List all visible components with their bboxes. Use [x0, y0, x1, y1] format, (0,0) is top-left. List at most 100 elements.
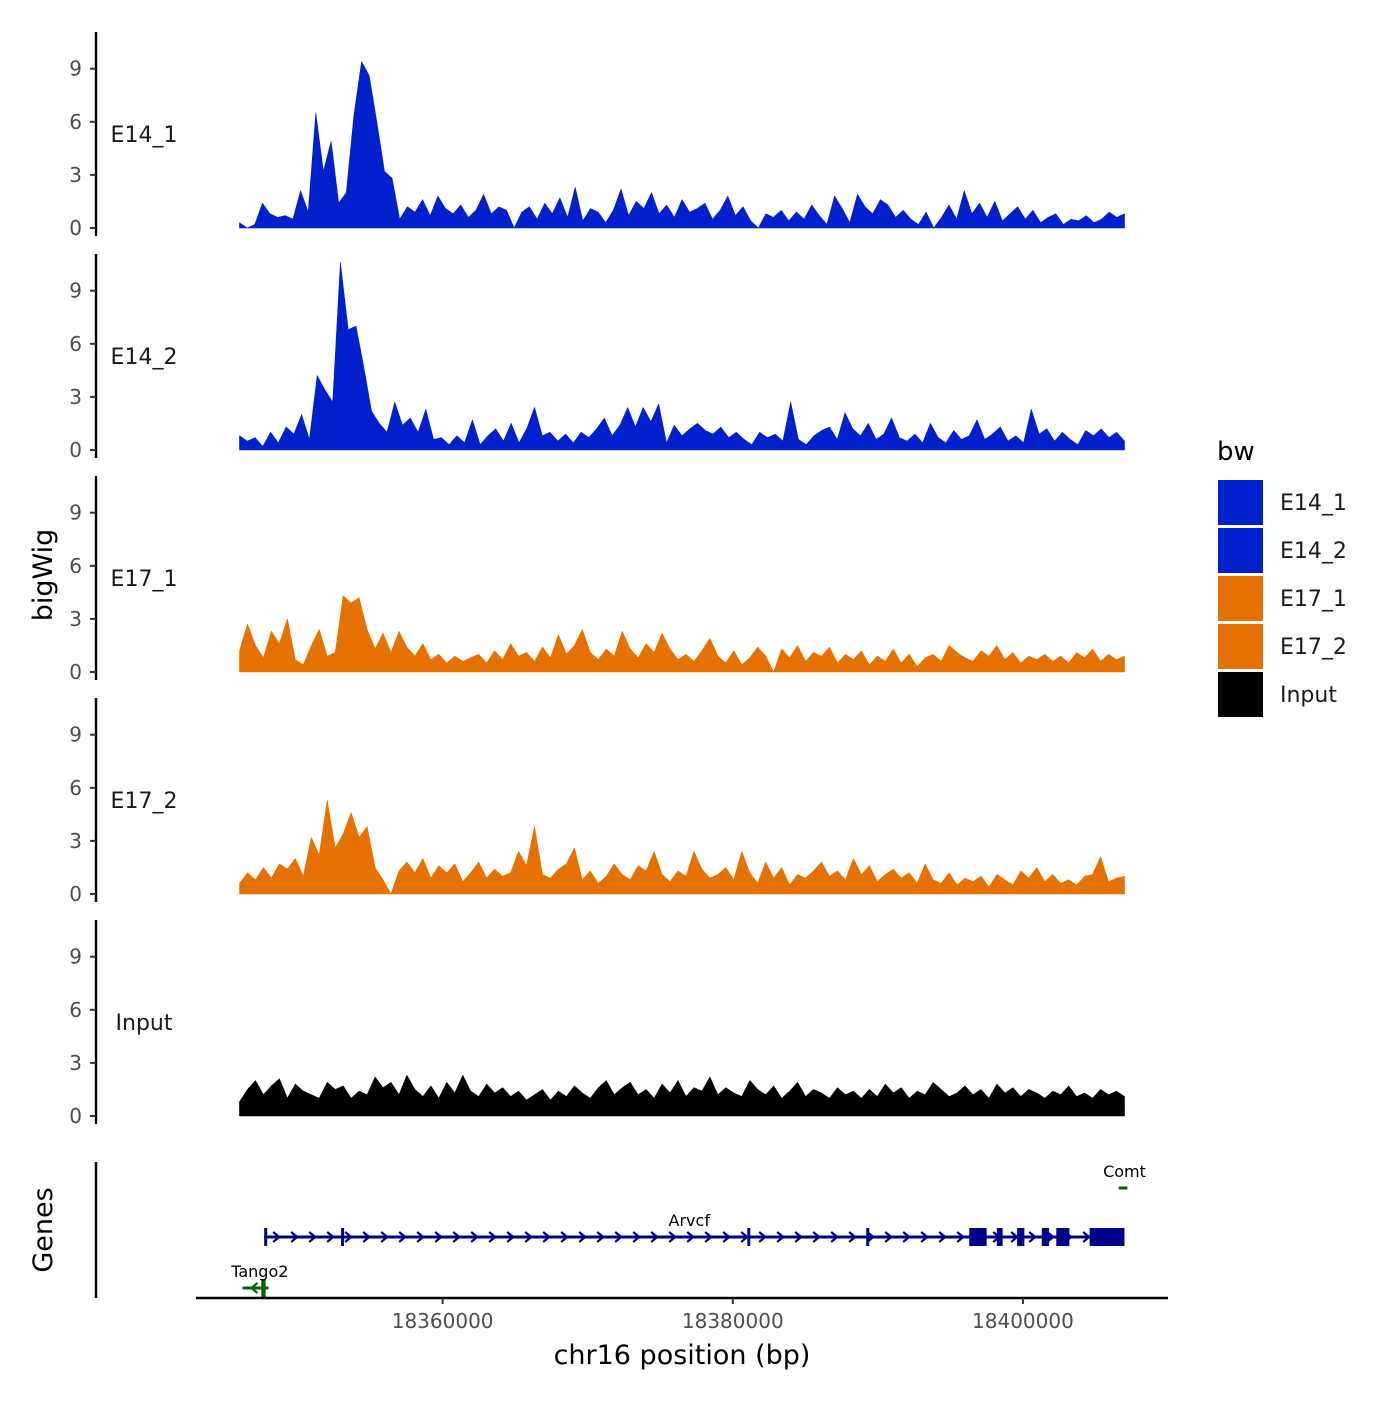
track-e17-1: 0 3 6 9 E17_1: [69, 476, 1125, 684]
strand-chevron: [434, 1231, 443, 1243]
strand-chevron: [902, 1231, 911, 1243]
legend-swatch: [1218, 528, 1263, 573]
x-axis-title: chr16 position (bp): [554, 1340, 811, 1371]
y-tick-label: 9: [69, 945, 82, 969]
gene-track: Arvcf Tango2 Comt: [94, 1162, 1146, 1298]
y-tick-label: 3: [69, 607, 82, 631]
strand-chevron: [398, 1231, 407, 1243]
strand-chevron: [416, 1231, 425, 1243]
gene-comt: Comt: [1103, 1162, 1146, 1190]
legend: bw E14_1 E14_2 E17_1 E17_2 Input: [1217, 437, 1347, 717]
legend-label: E14_1: [1280, 491, 1347, 516]
exon-block: [264, 1228, 268, 1246]
track-label: E14_1: [111, 123, 178, 148]
y-tick-label: 0: [69, 660, 82, 684]
y-tick-label: 3: [69, 829, 82, 853]
x-tick-label: 18360000: [392, 1309, 494, 1333]
strand-chevron: [812, 1231, 821, 1243]
y-tick-label: 0: [69, 882, 82, 906]
track-e14-1: 0 3 6 9 E14_1: [69, 32, 1125, 240]
x-tick-label: 18380000: [682, 1309, 784, 1333]
strand-chevron: [272, 1231, 281, 1243]
y-tick-label: 6: [69, 554, 82, 578]
strand-chevron: [884, 1231, 893, 1243]
strand-chevron: [776, 1231, 785, 1243]
strand-chevron: [470, 1231, 479, 1243]
track-e17-2: 0 3 6 9 E17_2: [69, 698, 1125, 906]
exon-block: [996, 1228, 1003, 1246]
legend-swatch: [1218, 480, 1263, 525]
track-label: E17_2: [111, 789, 178, 814]
y-tick-label: 0: [69, 438, 82, 462]
strand-chevron: [326, 1231, 335, 1243]
y-axis-title: bigWig: [28, 529, 59, 622]
y-tick-label: 9: [69, 501, 82, 525]
strand-chevron: [740, 1231, 749, 1243]
x-tick-label: 18400000: [972, 1309, 1074, 1333]
strand-chevron: [578, 1231, 587, 1243]
strand-chevron: [1028, 1231, 1037, 1243]
legend-label: Input: [1280, 683, 1337, 708]
strand-chevron: [560, 1231, 569, 1243]
strand-chevron: [596, 1231, 605, 1243]
strand-chevron: [686, 1231, 695, 1243]
coverage-area-e17-2: [239, 799, 1125, 895]
strand-chevron: [830, 1231, 839, 1243]
track-label: E14_2: [111, 345, 178, 370]
exon-block: [261, 1279, 266, 1297]
strand-chevron: [362, 1231, 371, 1243]
y-tick-label: 0: [69, 1104, 82, 1128]
y-tick-label: 6: [69, 776, 82, 800]
gene-label: Arvcf: [669, 1211, 711, 1230]
y-tick-label: 9: [69, 723, 82, 747]
legend-label: E14_2: [1280, 539, 1347, 564]
strand-chevron: [308, 1231, 317, 1243]
exon-block: [341, 1228, 345, 1246]
strand-chevron: [452, 1231, 461, 1243]
strand-chevron: [380, 1231, 389, 1243]
strand-chevron: [488, 1231, 497, 1243]
coverage-tracks: 0 3 6 9 E14_1 0 3 6 9 E14_2 0 3 6 9 E17_1 0 3 6 9 E17_2 0 3 6 9…: [69, 32, 1125, 1128]
track-e14-2: 0 3 6 9 E14_2: [69, 254, 1125, 462]
exon-block: [866, 1228, 870, 1246]
legend-item-input: Input: [1218, 672, 1337, 717]
exon-block: [1089, 1228, 1125, 1246]
gene-label: Comt: [1103, 1162, 1146, 1181]
exon-block: [969, 1228, 987, 1246]
strand-chevron: [524, 1231, 533, 1243]
strand-chevron: [614, 1231, 623, 1243]
gene-tango2: Tango2: [230, 1262, 288, 1297]
track-label: E17_1: [111, 567, 178, 592]
strand-chevron: [938, 1231, 947, 1243]
track-input: 0 3 6 9 Input: [69, 920, 1125, 1128]
legend-item-e14-1: E14_1: [1218, 480, 1347, 525]
legend-item-e17-2: E17_2: [1218, 624, 1347, 669]
strand-chevron: [249, 1282, 259, 1294]
exon-block: [747, 1228, 751, 1246]
y-tick-label: 6: [69, 332, 82, 356]
gene-label: Tango2: [230, 1262, 288, 1281]
y-tick-label: 3: [69, 385, 82, 409]
strand-chevron: [956, 1231, 965, 1243]
coverage-area-e14-2: [239, 262, 1125, 451]
legend-swatch: [1218, 624, 1263, 669]
strand-chevron: [632, 1231, 641, 1243]
strand-chevron: [1082, 1231, 1091, 1243]
legend-swatch: [1218, 672, 1263, 717]
y-tick-label: 3: [69, 163, 82, 187]
exon-block: [1056, 1228, 1070, 1246]
x-axis: 18360000 18380000 18400000: [196, 1296, 1168, 1333]
strand-chevron: [722, 1231, 731, 1243]
y-tick-label: 6: [69, 998, 82, 1022]
strand-chevron: [794, 1231, 803, 1243]
exon-block: [1041, 1228, 1050, 1246]
strand-chevron: [668, 1231, 677, 1243]
strand-chevron: [1046, 1231, 1055, 1243]
y-tick-label: 9: [69, 279, 82, 303]
y-tick-label: 6: [69, 110, 82, 134]
legend-item-e17-1: E17_1: [1218, 576, 1347, 621]
strand-chevron: [920, 1231, 929, 1243]
strand-chevron: [848, 1231, 857, 1243]
track-label: Input: [116, 1011, 173, 1036]
